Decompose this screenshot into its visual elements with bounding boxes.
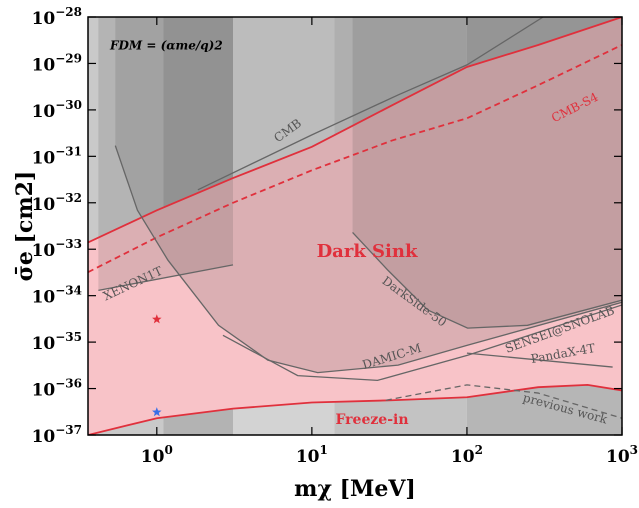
y-tick-label: 10−28 [32, 5, 82, 29]
y-tick-label: 10−30 [32, 97, 82, 121]
x-axis-label: mχ [MeV] [294, 476, 416, 502]
y-tick-label: 10−37 [32, 423, 82, 447]
y-tick-label: 10−33 [32, 237, 82, 261]
curve [466, 352, 613, 368]
series-label: Freeze-in [335, 412, 408, 428]
exclusion-region [352, 17, 622, 329]
curve [385, 384, 622, 419]
y-tick-label: 10−31 [32, 144, 82, 168]
star-point [152, 407, 162, 417]
star-point [152, 314, 162, 324]
x-tick-label: 103 [606, 443, 638, 467]
frame [87, 16, 623, 436]
y-tick-label: 10−36 [32, 376, 82, 400]
plot-area [88, 17, 622, 435]
curve [88, 44, 622, 274]
x-tick-label: 100 [141, 443, 173, 467]
y-tick-label: 10−34 [32, 283, 82, 307]
x-tick-label: 102 [451, 443, 483, 467]
annotation: FDM = (αme/q)2 [109, 39, 223, 53]
y-tick-label: 10−29 [32, 51, 82, 75]
curve [197, 17, 544, 191]
y-tick-label: 10−35 [32, 330, 82, 354]
curve [352, 231, 622, 329]
curve [88, 383, 622, 435]
curve [222, 304, 622, 382]
y-axis-label: σ̄e [cm2] [12, 171, 38, 282]
x-tick-label: 101 [296, 443, 328, 467]
dark-sink-region [88, 17, 622, 435]
curve [88, 17, 622, 244]
curve [98, 264, 234, 292]
series-label: Dark Sink [317, 241, 418, 262]
y-tick-label: 10−32 [32, 190, 82, 214]
